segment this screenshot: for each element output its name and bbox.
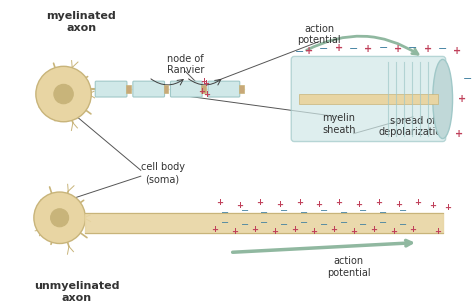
Text: +: +: [365, 45, 373, 55]
Text: node of
Ranvier: node of Ranvier: [167, 54, 204, 75]
Text: −: −: [379, 42, 388, 52]
Text: −: −: [349, 44, 358, 53]
Text: +: +: [310, 227, 318, 236]
Text: +: +: [315, 200, 322, 210]
Text: +: +: [200, 77, 207, 86]
Text: +: +: [231, 227, 238, 236]
FancyBboxPatch shape: [133, 81, 164, 97]
Text: −: −: [438, 44, 447, 53]
Text: unmyelinated
axon: unmyelinated axon: [34, 281, 119, 303]
Text: −: −: [408, 42, 418, 52]
Text: +: +: [375, 199, 382, 207]
Text: +: +: [395, 200, 401, 210]
Text: −: −: [340, 218, 348, 228]
Text: +: +: [355, 200, 362, 210]
Text: −: −: [320, 206, 328, 216]
Text: +: +: [198, 87, 205, 95]
Text: +: +: [454, 46, 462, 56]
Text: +: +: [251, 225, 258, 234]
Text: −: −: [221, 208, 229, 218]
Bar: [299, 94, 438, 104]
Text: +: +: [434, 227, 441, 236]
Text: −: −: [319, 45, 328, 55]
Text: +: +: [390, 227, 397, 236]
Text: +: +: [444, 203, 451, 212]
Text: +: +: [458, 94, 466, 104]
Text: +: +: [236, 201, 243, 210]
Text: −: −: [463, 74, 472, 84]
Text: +: +: [370, 225, 377, 234]
Circle shape: [54, 84, 73, 104]
Text: +: +: [456, 129, 464, 139]
Text: +: +: [394, 45, 402, 55]
Text: +: +: [410, 225, 417, 234]
Text: −: −: [300, 218, 308, 228]
Text: +: +: [414, 199, 421, 207]
Ellipse shape: [433, 59, 453, 138]
Text: −: −: [379, 208, 387, 218]
Text: +: +: [256, 199, 263, 207]
Text: −: −: [221, 218, 229, 228]
Text: +: +: [271, 227, 278, 236]
Text: +: +: [276, 200, 283, 210]
Text: +: +: [202, 79, 210, 88]
Text: spread of
depolarization: spread of depolarization: [378, 116, 448, 138]
Text: −: −: [359, 220, 367, 230]
Text: myelin
sheath: myelin sheath: [322, 113, 356, 135]
FancyBboxPatch shape: [171, 81, 202, 97]
Text: action
potential: action potential: [327, 257, 371, 278]
Text: −: −: [260, 208, 269, 218]
Text: −: −: [399, 220, 407, 230]
Text: +: +: [291, 225, 298, 234]
Text: +: +: [305, 46, 313, 56]
Text: +: +: [429, 201, 436, 210]
Text: −: −: [241, 206, 249, 216]
FancyBboxPatch shape: [95, 81, 127, 97]
Text: cell body
(soma): cell body (soma): [141, 163, 184, 184]
Text: −: −: [379, 218, 387, 228]
Text: −: −: [280, 206, 288, 216]
Text: −: −: [294, 48, 304, 57]
FancyBboxPatch shape: [291, 56, 446, 142]
Circle shape: [36, 66, 91, 122]
Text: −: −: [340, 208, 348, 218]
Text: +: +: [350, 227, 357, 236]
Text: +: +: [424, 45, 432, 55]
Text: +: +: [204, 90, 210, 99]
Text: +: +: [296, 199, 302, 207]
Text: +: +: [335, 199, 342, 207]
Text: +: +: [330, 225, 337, 234]
Text: −: −: [280, 220, 288, 230]
Text: +: +: [217, 199, 223, 207]
Text: −: −: [260, 218, 269, 228]
Circle shape: [34, 192, 85, 243]
FancyBboxPatch shape: [208, 81, 240, 97]
Bar: [201, 85, 206, 93]
Text: −: −: [359, 206, 367, 216]
Text: −: −: [300, 208, 308, 218]
Text: +: +: [335, 42, 343, 52]
Text: −: −: [399, 206, 407, 216]
Text: −: −: [320, 220, 328, 230]
Bar: [126, 85, 131, 93]
Text: action
potential: action potential: [297, 24, 341, 45]
Text: +: +: [211, 225, 219, 234]
Bar: [164, 85, 168, 93]
Text: myelinated
axon: myelinated axon: [46, 11, 116, 33]
Text: −: −: [241, 220, 249, 230]
Circle shape: [51, 209, 69, 227]
Bar: [239, 85, 244, 93]
